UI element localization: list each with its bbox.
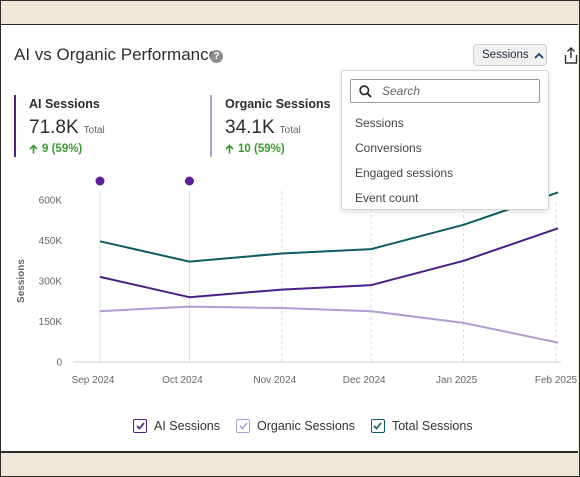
x-tick-label: Oct 2024 (162, 375, 203, 386)
page-background (1, 452, 578, 475)
dropdown-option-event-count[interactable]: Event count (355, 191, 419, 205)
stat-label: AI Sessions (29, 97, 100, 111)
x-tick-label: Sep 2024 (72, 375, 115, 386)
legend-item-total-sessions[interactable]: Total Sessions (370, 419, 473, 433)
share-icon[interactable] (564, 47, 578, 65)
dropdown-option-engaged-sessions[interactable]: Engaged sessions (355, 166, 454, 180)
annotation-marker (184, 176, 194, 186)
performance-widget: AI vs Organic Performance ? Sessions AI … (1, 24, 578, 452)
dropdown-search-field[interactable] (350, 79, 540, 103)
search-input[interactable] (380, 83, 524, 99)
series-line-ai-sessions (99, 227, 559, 299)
stat-change: 9 (59%) (29, 143, 105, 155)
stat-value: 34.1K (225, 117, 275, 138)
checkbox-checked-icon[interactable] (133, 419, 147, 433)
series-line-total-sessions (99, 191, 559, 263)
chevron-up-icon (534, 52, 544, 59)
stat-change-value: 10 (59%) (238, 143, 285, 155)
metric-dropdown-menu: Sessions Conversions Engaged sessions Ev… (341, 70, 549, 210)
stat-ai-sessions: AI Sessions 71.8K Total 9 (59%) (14, 95, 105, 157)
checkbox-checked-icon[interactable] (236, 419, 251, 433)
stat-value: 71.8K (29, 117, 79, 138)
y-tick-label: 0 (56, 358, 62, 369)
y-tick-label: 150K (39, 317, 63, 328)
stat-change-value: 9 (59%) (42, 143, 83, 155)
checkbox-checked-icon[interactable] (370, 419, 385, 433)
legend-label: Organic Sessions (257, 419, 355, 433)
metric-selector-button[interactable]: Sessions (473, 44, 547, 66)
sessions-line-chart: 0 150K 300K 450K 600K Sep 2024 Oct 2024 Nov 202… (16, 176, 578, 386)
y-tick-label: 450K (39, 236, 63, 247)
stat-change: 10 (59%) (225, 143, 331, 155)
stat-label: Organic Sessions (225, 97, 331, 111)
legend-item-ai-sessions[interactable]: AI Sessions (133, 419, 220, 433)
dropdown-option-sessions[interactable]: Sessions (355, 116, 404, 130)
x-tick-label: Nov 2024 (253, 375, 296, 386)
legend-label: AI Sessions (154, 419, 221, 433)
legend-label: Total Sessions (391, 419, 473, 433)
arrow-up-icon (29, 144, 38, 154)
stat-unit: Total (83, 125, 105, 136)
dropdown-option-conversions[interactable]: Conversions (355, 141, 422, 155)
legend-item-organic-sessions[interactable]: Organic Sessions (236, 419, 355, 433)
x-tick-label: Dec 2024 (343, 375, 386, 386)
series-line-organic-sessions (99, 305, 559, 344)
chart-legend: AI Sessions Organic Sessions Total Sessi… (133, 419, 473, 433)
x-tick-label: Jan 2025 (436, 375, 478, 386)
metric-selector-label: Sessions (482, 49, 529, 61)
y-tick-label: 300K (39, 277, 63, 288)
y-axis-label: Sessions (16, 259, 27, 303)
search-icon (359, 84, 372, 98)
help-icon[interactable]: ? (210, 50, 223, 63)
stat-unit: Total (279, 125, 301, 136)
annotation-marker (95, 176, 105, 186)
x-tick-label: Feb 2025 (535, 375, 578, 386)
arrow-up-icon (225, 144, 234, 154)
stat-organic-sessions: Organic Sessions 34.1K Total 10 (59%) (210, 95, 331, 157)
widget-title: AI vs Organic Performance (14, 45, 219, 64)
y-tick-label: 600K (39, 196, 63, 207)
